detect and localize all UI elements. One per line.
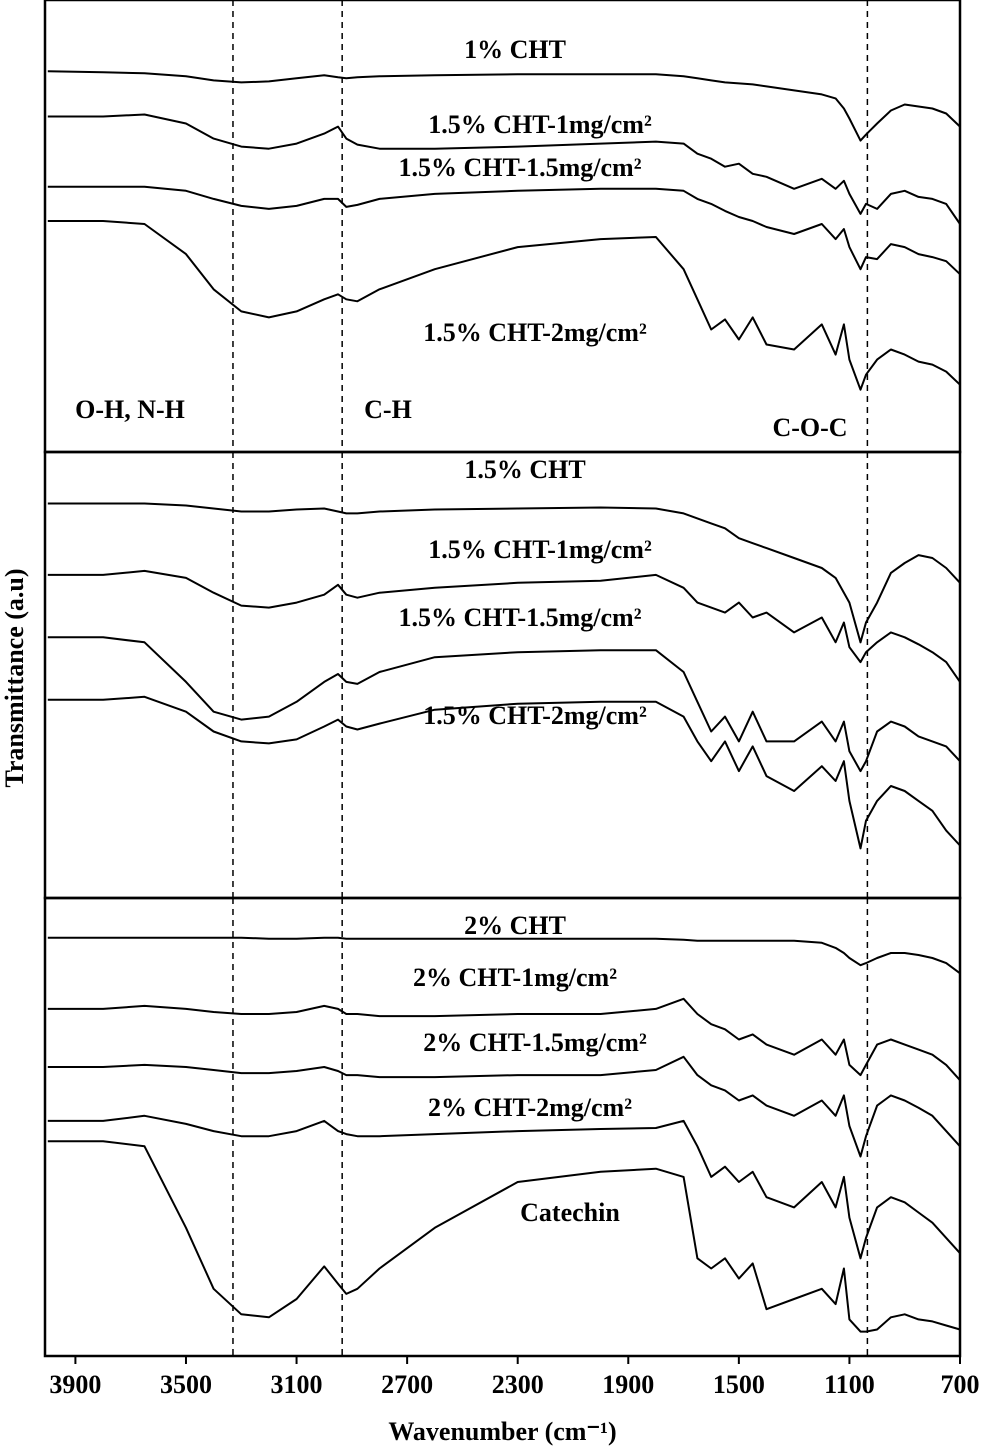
- x-tick-label: 2700: [381, 1370, 433, 1399]
- panel-frame: [43, 450, 962, 900]
- series-label: Catechin: [520, 1198, 620, 1227]
- spectrum-line: [47, 569, 961, 683]
- x-tick-label: 3900: [49, 1370, 101, 1399]
- x-tick-label: 2300: [492, 1370, 544, 1399]
- x-tick-label: 1900: [602, 1370, 654, 1399]
- series-label: 1.5% CHT-1.5mg/cm²: [399, 153, 642, 182]
- spectrum-line: [47, 936, 961, 975]
- x-tick-label: 3500: [160, 1370, 212, 1399]
- spectrum-line: [47, 636, 961, 773]
- series-label: 1.5% CHT-1mg/cm²: [428, 535, 652, 564]
- annotation: O-H, N-H: [75, 395, 185, 424]
- spectrum-line: [47, 70, 961, 142]
- annotation: C-O-C: [772, 413, 847, 442]
- spectrum-line: [47, 695, 961, 850]
- spectrum-line: [47, 502, 961, 644]
- panel-frame: [43, 896, 962, 1358]
- spectrum-line: [47, 997, 961, 1081]
- spectrum-line: [47, 220, 961, 391]
- series-label: 1.5% CHT-2mg/cm²: [423, 701, 647, 730]
- annotation: C-H: [364, 395, 412, 424]
- x-tick-label: 1100: [824, 1370, 875, 1399]
- y-axis-label: Transmittance (a.u): [0, 568, 29, 787]
- series-label: 2% CHT: [464, 911, 566, 940]
- x-axis-label: Wavenumber (cm⁻¹): [388, 1417, 616, 1446]
- series-label: 2% CHT-1.5mg/cm²: [423, 1028, 647, 1057]
- series-label: 1.5% CHT-1.5mg/cm²: [399, 603, 642, 632]
- series-label: 1.5% CHT-1mg/cm²: [428, 110, 652, 139]
- spectrum-line: [47, 113, 961, 225]
- series-label: 1.5% CHT-2mg/cm²: [423, 318, 647, 347]
- series-label: 1.5% CHT: [464, 455, 585, 484]
- spectrum-line: [47, 185, 961, 275]
- spectrum-line: [47, 1055, 961, 1158]
- spectrum-line: [47, 1114, 961, 1260]
- series-label: 1% CHT: [464, 35, 566, 64]
- x-tick-label: 3100: [271, 1370, 323, 1399]
- spectrum-line: [47, 1140, 961, 1333]
- x-tick-label: 1500: [713, 1370, 765, 1399]
- series-label: 2% CHT-2mg/cm²: [428, 1093, 632, 1122]
- series-label: 2% CHT-1mg/cm²: [413, 963, 617, 992]
- x-tick-label: 700: [941, 1370, 980, 1399]
